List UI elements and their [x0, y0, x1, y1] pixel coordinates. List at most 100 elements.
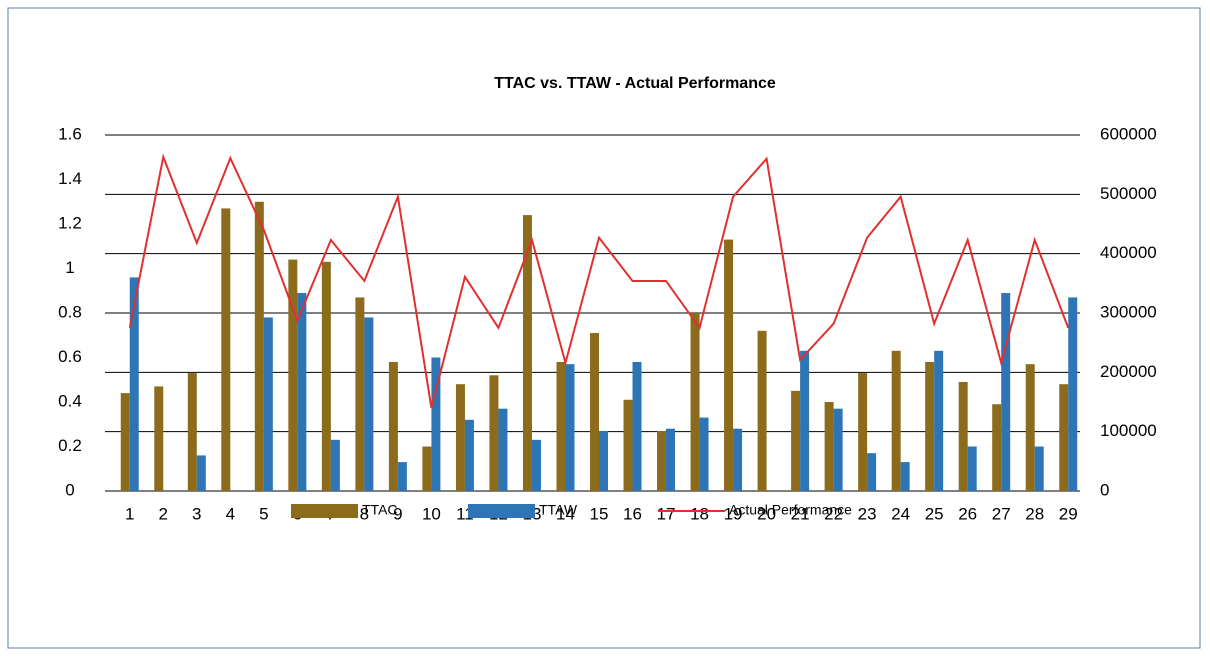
bar [129, 277, 139, 491]
x-tick-label: 9 [393, 504, 402, 523]
bar [364, 317, 374, 491]
bar [196, 455, 206, 491]
x-tick-label: 25 [925, 504, 944, 523]
bar [958, 381, 968, 491]
x-tick-label: 23 [858, 504, 877, 523]
bar [967, 446, 977, 491]
x-tick-label: 2 [159, 504, 168, 523]
bar [800, 350, 810, 491]
bar [833, 408, 843, 491]
legend-swatch [291, 504, 358, 518]
bar [297, 292, 307, 491]
y-tick-label: 0.6 [58, 347, 82, 366]
bar [1025, 364, 1035, 491]
bar [330, 439, 340, 491]
y2-tick-label: 100000 [1100, 421, 1157, 440]
bar [556, 361, 566, 491]
y-tick-label: 1.6 [58, 124, 82, 143]
bar [1068, 297, 1078, 491]
bar [120, 393, 130, 491]
bar [154, 386, 164, 491]
bar [934, 350, 944, 491]
x-tick-label: 10 [422, 504, 441, 523]
bar [455, 384, 465, 491]
y-tick-label: 1.4 [58, 169, 82, 188]
bar [489, 375, 499, 491]
bar [221, 208, 231, 492]
y-tick-label: 0.2 [58, 436, 82, 455]
x-tick-label: 16 [623, 504, 642, 523]
bar [657, 430, 667, 491]
bar [699, 417, 709, 491]
y2-tick-label: 300000 [1100, 302, 1157, 321]
bar [891, 350, 901, 491]
bar [1059, 384, 1069, 491]
bar [565, 364, 575, 491]
x-tick-label: 15 [590, 504, 609, 523]
x-tick-label: 5 [259, 504, 268, 523]
x-tick-label: 22 [824, 504, 843, 523]
x-tick-label: 1 [125, 504, 134, 523]
bar [464, 419, 474, 491]
bar [498, 408, 508, 491]
bar [900, 462, 910, 491]
legend-label: TTAC [362, 502, 398, 518]
bar [666, 428, 676, 491]
bar [254, 201, 264, 491]
bar [599, 430, 608, 491]
bar [867, 453, 877, 491]
chart-border [7, 7, 1201, 649]
bar [522, 215, 532, 491]
bar [824, 402, 834, 491]
bar [422, 446, 432, 491]
line-series [128, 153, 1070, 409]
bar [1001, 292, 1011, 491]
x-tick-label: 14 [556, 504, 575, 523]
x-tick-label: 8 [360, 504, 369, 523]
bar [724, 239, 734, 491]
y2-tick-label: 500000 [1100, 184, 1157, 203]
legend-label: TTAW [539, 502, 578, 518]
x-tick-label: 19 [724, 504, 743, 523]
y2-tick-label: 0 [1100, 480, 1109, 499]
bar [858, 373, 868, 491]
chart-title: TTAC vs. TTAW - Actual Performance [494, 75, 776, 92]
x-tick-label: 29 [1059, 504, 1078, 523]
x-tick-label: 28 [1025, 504, 1044, 523]
y-tick-label: 1.2 [58, 213, 82, 232]
legend-swatch [468, 504, 535, 518]
bar [632, 361, 642, 491]
bar [388, 361, 398, 491]
x-tick-label: 18 [690, 504, 709, 523]
y2-tick-label: 200000 [1100, 362, 1157, 381]
bar [321, 261, 331, 491]
x-tick-label: 24 [891, 504, 910, 523]
y2-tick-label: 400000 [1100, 243, 1157, 262]
x-tick-label: 3 [192, 504, 201, 523]
bar [992, 404, 1002, 491]
x-tick-label: 21 [791, 504, 810, 523]
bar [1034, 446, 1044, 491]
x-tick-label: 17 [657, 504, 676, 523]
bar [355, 297, 365, 491]
bar [263, 317, 273, 491]
x-tick-label: 27 [992, 504, 1011, 523]
bar [288, 259, 298, 491]
bar [757, 330, 767, 491]
x-tick-label: 4 [226, 504, 235, 523]
bar [925, 361, 935, 491]
y-tick-label: 0.8 [58, 302, 82, 321]
bar [623, 399, 633, 491]
x-tick-label: 26 [958, 504, 977, 523]
bar [531, 439, 541, 491]
bar [733, 428, 743, 491]
x-tick-label: 20 [757, 504, 776, 523]
y-tick-label: 1 [65, 258, 74, 277]
bar [431, 357, 441, 491]
bar [791, 390, 801, 491]
y-tick-label: 0 [65, 480, 74, 499]
y2-tick-label: 600000 [1100, 124, 1157, 143]
bar [187, 373, 197, 491]
legend-label: Actual Performance [729, 502, 852, 518]
